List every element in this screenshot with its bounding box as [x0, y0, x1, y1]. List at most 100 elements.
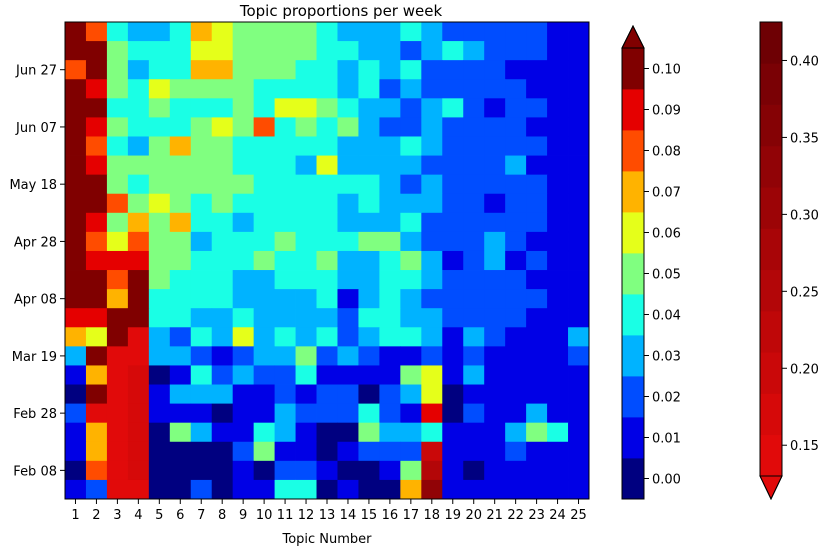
heatmap-cell [547, 403, 569, 424]
heatmap-cell [295, 403, 317, 424]
heatmap-cell [148, 403, 171, 424]
heatmap-cell [568, 231, 590, 252]
heatmap-cell [358, 155, 380, 176]
heatmap-cell [274, 460, 296, 481]
colorbar-tick-label: 0.10 [652, 63, 681, 78]
heatmap-cell [148, 60, 171, 80]
heatmap-cell [316, 289, 338, 309]
heatmap-cell [358, 365, 380, 385]
heatmap-cell [127, 308, 150, 328]
heatmap-cell [127, 60, 150, 80]
heatmap-cell [127, 479, 150, 500]
heatmap-cell [463, 270, 485, 290]
heatmap-cell [484, 289, 506, 309]
heatmap-cell [421, 22, 443, 42]
heatmap-cell [190, 79, 213, 99]
heatmap-cell [169, 250, 192, 271]
heatmap-cell [85, 41, 108, 61]
heatmap-cell [106, 460, 129, 481]
heatmap-cell [484, 155, 506, 176]
heatmap-cell [505, 422, 527, 443]
heatmap-cell [169, 479, 192, 500]
heatmap-cell [106, 289, 129, 309]
heatmap-cell [295, 460, 317, 481]
heatmap-cell [421, 365, 443, 385]
heatmap-cell [274, 136, 296, 156]
heatmap-cell [253, 479, 275, 500]
colorbar-tick-label: 0.07 [652, 186, 681, 201]
heatmap-cell [421, 98, 443, 118]
heatmap-cell [379, 327, 401, 347]
heatmap-cell [442, 270, 464, 290]
heatmap-cell [337, 98, 359, 118]
heatmap-cell [190, 346, 213, 366]
heatmap-cell [85, 327, 108, 347]
heatmap-cell [547, 60, 569, 80]
colorbar-tick-label: 0.03 [652, 350, 681, 365]
heatmap-cell [505, 365, 527, 385]
heatmap-cell [65, 365, 87, 385]
heatmap-cell [421, 136, 443, 156]
heatmap-cell [85, 98, 108, 118]
heatmap-cell [65, 60, 87, 80]
heatmap-cell [65, 384, 87, 404]
heatmap-cell [547, 231, 569, 252]
heatmap-cell [65, 22, 87, 42]
heatmap-cell [232, 231, 255, 252]
heatmap-cell [337, 441, 359, 462]
heatmap-cell [463, 98, 485, 118]
heatmap-cell [253, 155, 275, 176]
heatmap-cell [337, 270, 359, 290]
heatmap-cell [65, 422, 87, 443]
heatmap-cell [505, 193, 527, 214]
heatmap-cell [211, 250, 234, 271]
heatmap-cell [148, 79, 171, 99]
heatmap-cell [526, 136, 548, 156]
heatmap-cell [421, 174, 443, 195]
x-axis-label: Topic Number [281, 532, 372, 547]
heatmap-cell [358, 441, 380, 462]
heatmap-cell [526, 270, 548, 290]
heatmap-cell [85, 155, 108, 176]
y-tick-label: Jun 07 [15, 121, 57, 136]
heatmap-cell [442, 441, 464, 462]
x-tick-label: 3 [113, 508, 121, 523]
heatmap-cell [358, 308, 380, 328]
y-tick-label: Feb 28 [13, 407, 57, 422]
heatmap-cell [253, 22, 275, 42]
heatmap-cell [127, 346, 150, 366]
heatmap-cell [547, 384, 569, 404]
heatmap-cell [85, 174, 108, 195]
heatmap-cell [442, 365, 464, 385]
heatmap-cell [295, 270, 317, 290]
heatmap-cell [442, 22, 464, 42]
colorbar-segment [622, 335, 644, 377]
heatmap-cell [400, 422, 422, 443]
heatmap-cell [253, 270, 275, 290]
heatmap-cell [85, 60, 108, 80]
colorbar-tick-label: 0.00 [652, 473, 681, 488]
x-tick-label: 8 [218, 508, 226, 523]
x-tick-label: 9 [239, 508, 247, 523]
heatmap-cell [106, 79, 129, 99]
heatmap-cell [484, 22, 506, 42]
heatmap-cell [127, 270, 150, 290]
colorbar-tick-label: 0.40 [790, 54, 819, 69]
heatmap-cell [547, 460, 569, 481]
x-tick-label: 19 [444, 508, 461, 523]
heatmap-cell [295, 365, 317, 385]
colorbar-tick-label: 0.20 [790, 362, 819, 377]
heatmap-cell [253, 384, 275, 404]
heatmap-cell [568, 22, 590, 42]
heatmap-cell [274, 346, 296, 366]
heatmap-cell [505, 250, 527, 271]
heatmap-cell [379, 250, 401, 271]
heatmap-cell [169, 212, 192, 233]
heatmap-cell [526, 308, 548, 328]
heatmap-cell [190, 155, 213, 176]
heatmap-cell [358, 60, 380, 80]
heatmap-cell [484, 79, 506, 99]
heatmap-cell [505, 403, 527, 424]
heatmap-cell [442, 60, 464, 80]
